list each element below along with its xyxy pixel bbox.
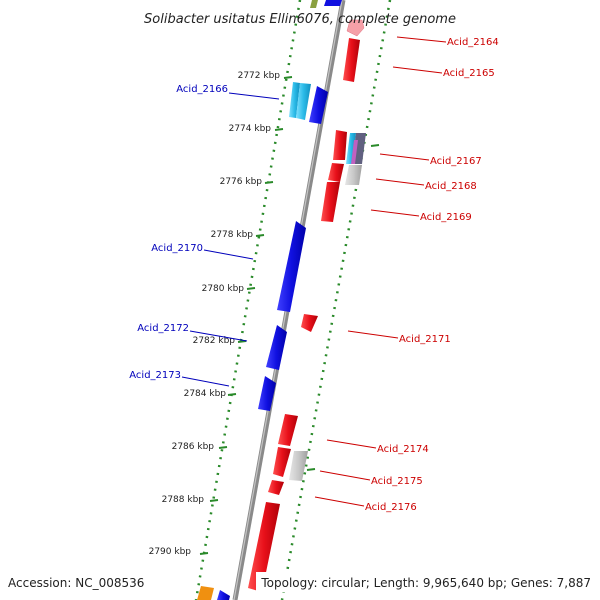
- kbp-label: 2784 kbp: [184, 389, 227, 399]
- gene-olive-top: [310, 0, 318, 8]
- reverse-gene-blocks: [197, 82, 328, 600]
- gene-label-acid-2167[interactable]: Acid_2167: [430, 156, 482, 167]
- kbp-tick-marks: [199, 76, 293, 555]
- gene-block-acid-2165: [343, 38, 360, 82]
- gene-block-acid-2169: [321, 182, 340, 222]
- gene-label-acid-2176[interactable]: Acid_2176: [365, 502, 417, 513]
- gene-block-acid-2166-rna: [289, 82, 300, 118]
- kbp-label: 2774 kbp: [229, 124, 272, 134]
- forward-gene-labels: Acid_2164 Acid_2165 Acid_2167 Acid_2168 …: [314, 36, 499, 513]
- gene-label-acid-2166[interactable]: Acid_2166: [176, 84, 228, 95]
- kbp-label: 2772 kbp: [238, 71, 281, 81]
- gene-block-blue-bottom: [217, 590, 230, 600]
- gene-block-orange-bottom: [197, 586, 214, 600]
- outer-dotted-track: [194, 0, 302, 600]
- gene-label-acid-2171[interactable]: Acid_2171: [399, 334, 451, 345]
- kbp-label: 2782 kbp: [193, 336, 236, 346]
- gene-block-acid-2175-grey: [289, 451, 308, 481]
- gene-block-acid-2167-rna-c: [351, 140, 358, 164]
- gene-block-acid-2173: [258, 376, 276, 411]
- accession-text: Accession: NC_008536: [8, 576, 144, 590]
- gene-label-acid-2172[interactable]: Acid_2172: [137, 323, 189, 334]
- kbp-label: 2788 kbp: [162, 495, 205, 505]
- gene-block-red-long: [248, 502, 280, 592]
- footer-backdrop-right: [256, 572, 596, 592]
- gene-label-acid-2175[interactable]: Acid_2175: [371, 476, 423, 487]
- gene-block-acid-2174: [278, 414, 298, 446]
- gene-block-acid-2171: [301, 314, 318, 332]
- gene-label-acid-2165[interactable]: Acid_2165: [443, 68, 495, 79]
- gene-block-acid-2168-grey: [345, 165, 362, 185]
- gene-block-acid-2170: [277, 221, 306, 312]
- topology-text: Topology: circular; Length: 9,965,640 bp…: [260, 576, 591, 590]
- gene-block-acid-2164: [346, 19, 365, 37]
- gene-label-acid-2168[interactable]: Acid_2168: [425, 181, 477, 192]
- forward-gene-blocks: [248, 19, 366, 592]
- gene-block-acid-2175: [273, 447, 291, 477]
- gene-blue-top: [324, 0, 342, 6]
- gene-label-acid-2164[interactable]: Acid_2164: [447, 37, 499, 48]
- gene-block-acid-2166-rna-b: [296, 83, 311, 120]
- gene-block-acid-2176: [268, 480, 284, 495]
- reverse-gene-labels: Acid_2166 Acid_2170 Acid_2172 Acid_2173: [129, 84, 280, 387]
- gene-block-acid-2167: [333, 130, 347, 160]
- gene-block-acid-2166: [309, 86, 328, 124]
- genome-title: Solibacter usitatus Ellin6076, complete …: [144, 12, 456, 27]
- footer-backdrop-left: [4, 572, 150, 592]
- gene-label-acid-2174[interactable]: Acid_2174: [377, 444, 429, 455]
- inner-track-tick-marks: [306, 144, 380, 471]
- kbp-label: 2780 kbp: [202, 284, 245, 294]
- gene-label-acid-2173[interactable]: Acid_2173: [129, 370, 181, 381]
- gene-label-acid-2170[interactable]: Acid_2170: [151, 243, 203, 254]
- gene-label-acid-2169[interactable]: Acid_2169: [420, 212, 472, 223]
- inner-dotted-track: [280, 0, 392, 600]
- kbp-label: 2790 kbp: [149, 547, 192, 557]
- gene-block-acid-2172: [266, 325, 287, 370]
- kbp-label: 2778 kbp: [211, 230, 254, 240]
- gene-block-acid-2168: [328, 163, 344, 182]
- kbp-labels: 2772 kbp 2774 kbp 2776 kbp 2778 kbp 2780…: [149, 71, 281, 557]
- kbp-label: 2776 kbp: [220, 177, 263, 187]
- gene-block-acid-2167-rna-a: [346, 133, 356, 164]
- kbp-label: 2786 kbp: [172, 442, 215, 452]
